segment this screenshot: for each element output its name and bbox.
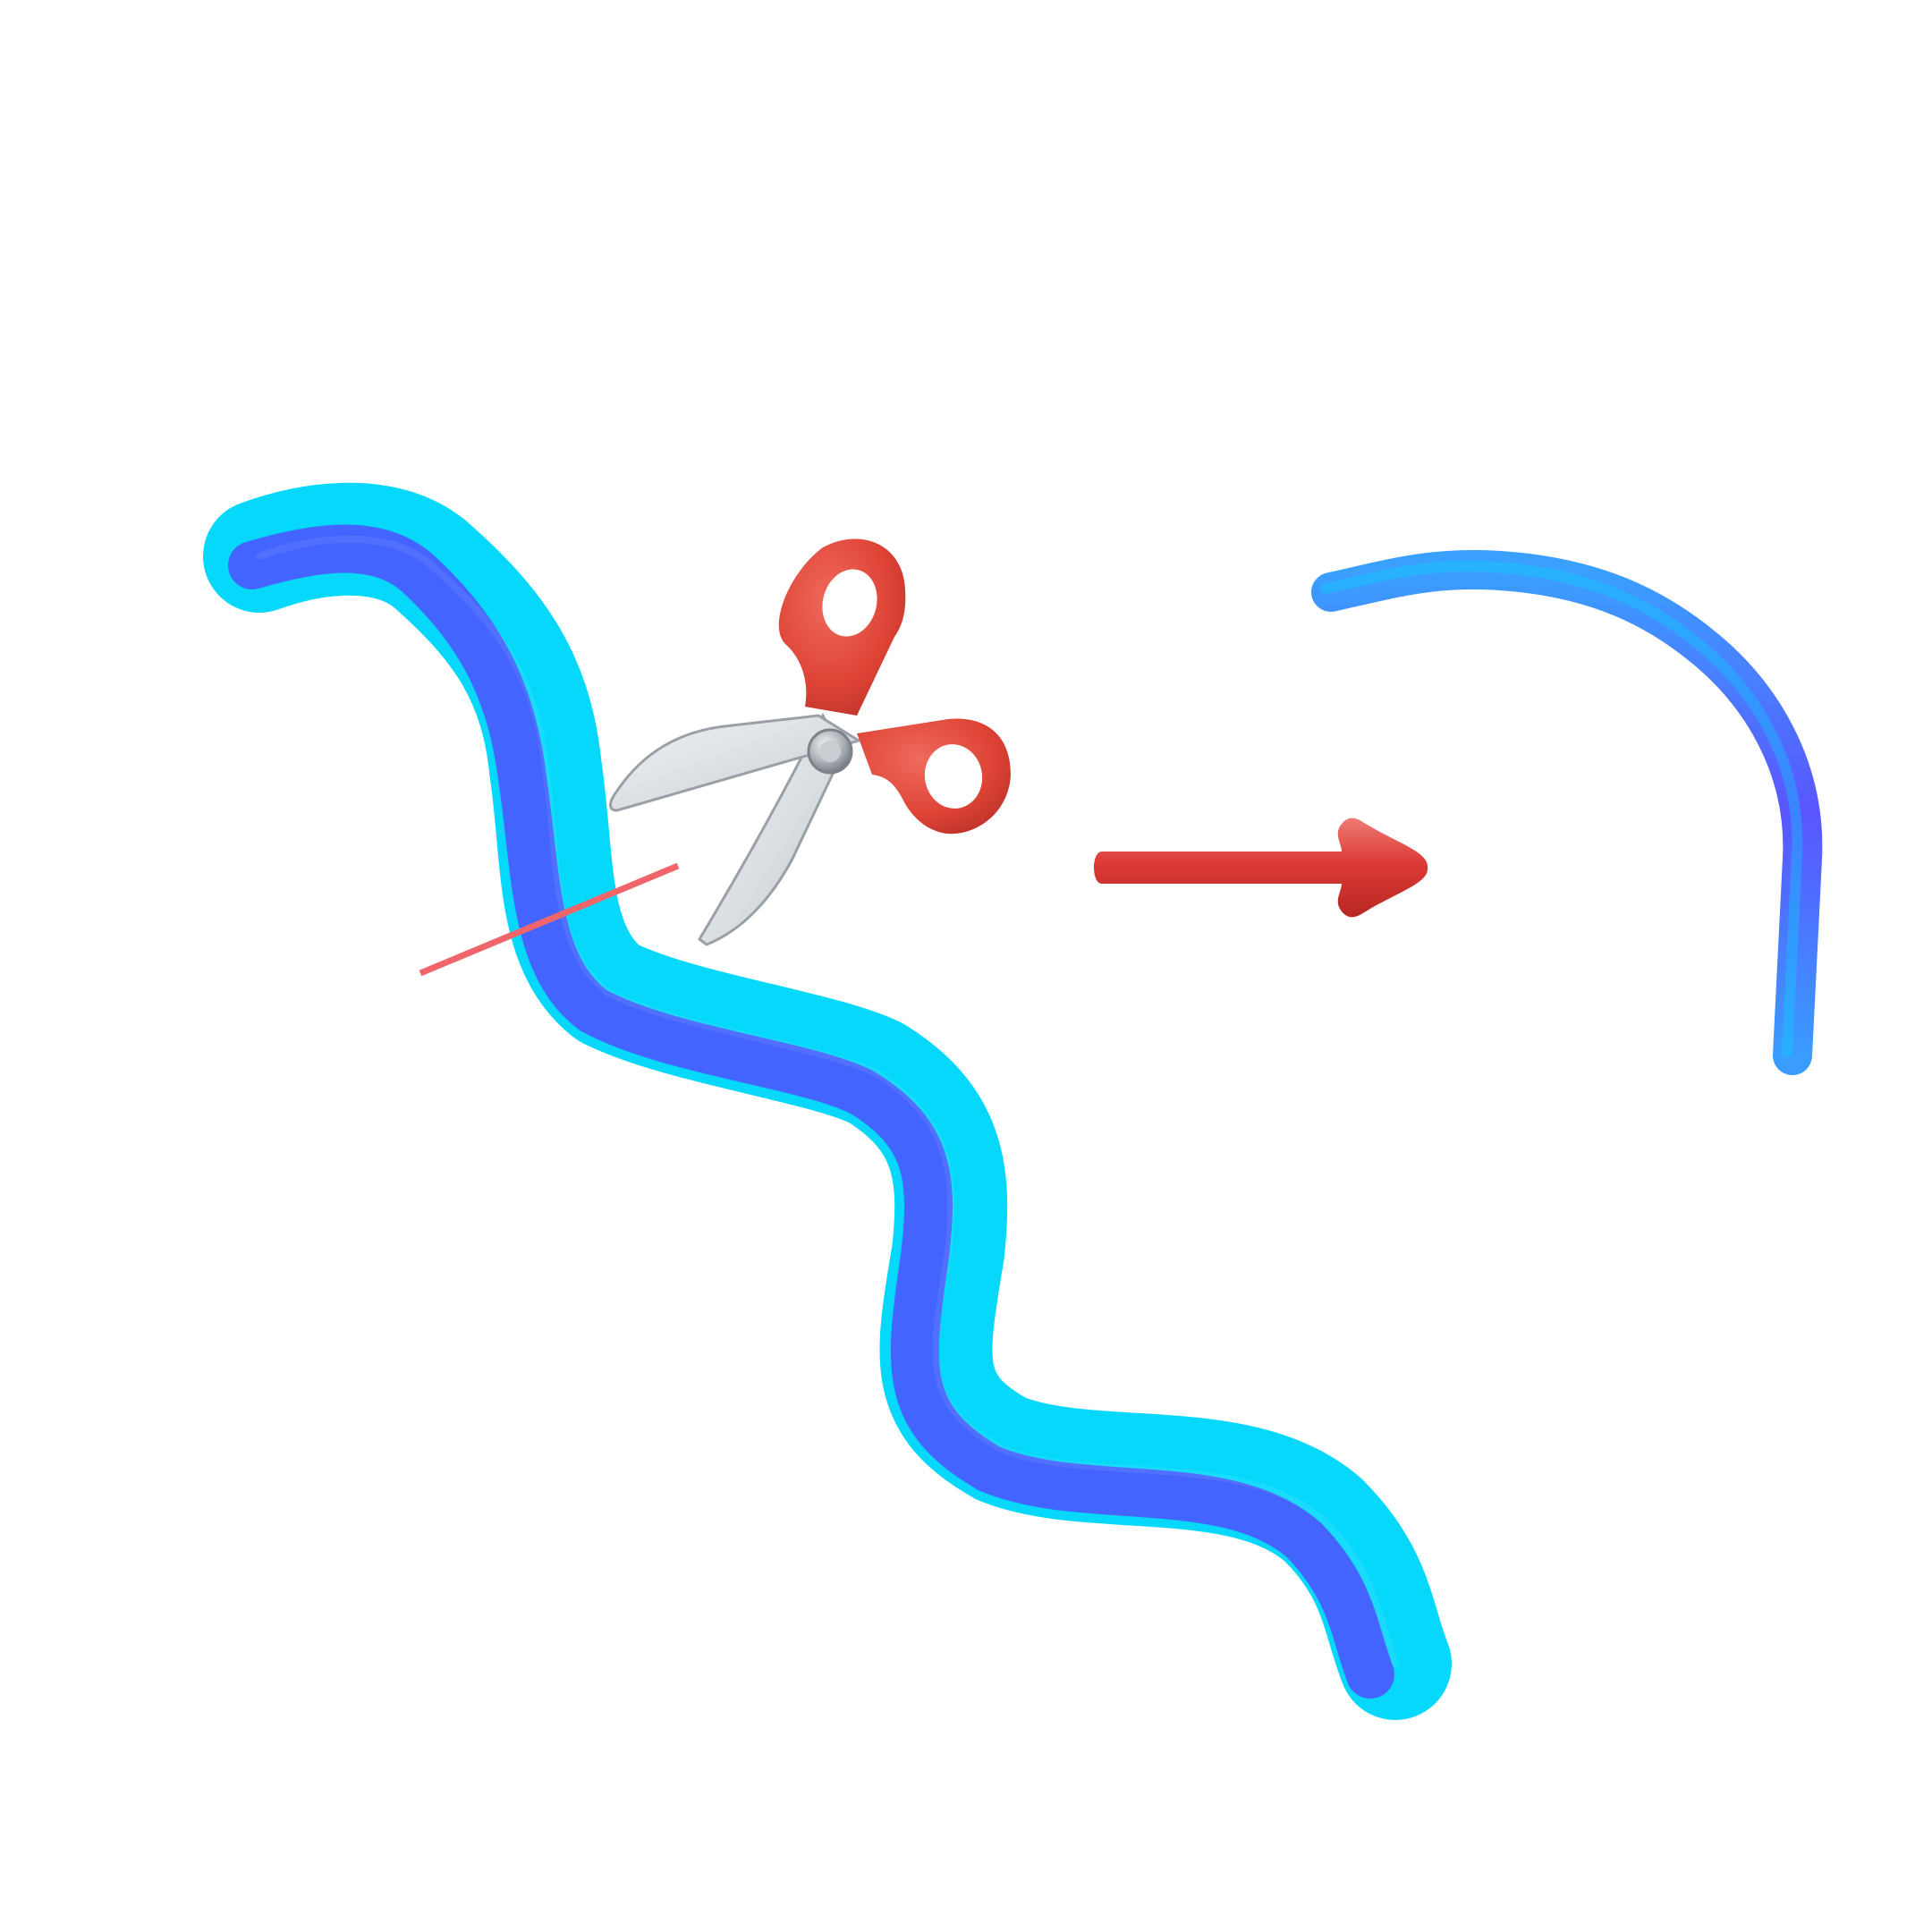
wavy-thick-stroke <box>203 482 1452 1720</box>
arrow-right-icon <box>1094 818 1428 918</box>
thin-curved-stroke <box>1311 549 1823 1075</box>
scissors-icon <box>609 538 1011 946</box>
cut-line <box>419 862 680 977</box>
